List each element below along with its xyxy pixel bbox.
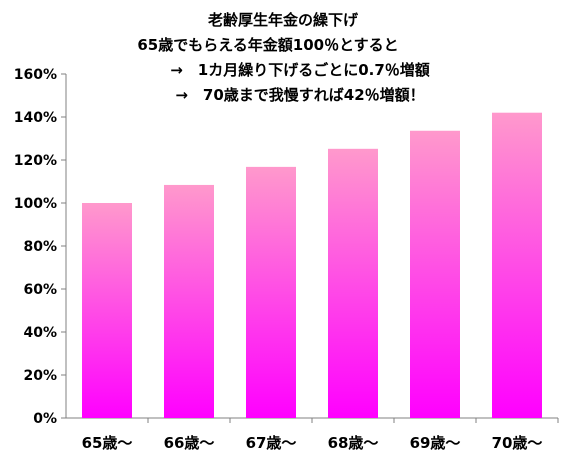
x-axis-category-label: 69歳～ xyxy=(410,434,461,452)
bar xyxy=(82,203,132,418)
y-axis-tick-label: 160% xyxy=(14,67,57,83)
x-axis-category-label: 67歳～ xyxy=(246,434,297,452)
bar xyxy=(246,166,296,418)
y-axis-tick-label: 140% xyxy=(14,110,57,126)
y-axis-tick-label: 80% xyxy=(23,239,57,255)
chart-title-line: → 1カ月繰り下げるごとに0.7％増額 xyxy=(170,61,430,79)
y-axis-tick-label: 40% xyxy=(23,325,57,341)
bar xyxy=(328,148,378,418)
y-axis-tick-label: 120% xyxy=(14,153,57,169)
x-axis-category-label: 68歳～ xyxy=(328,434,379,452)
chart-title: 老齢厚生年金の繰下げ 65歳でもらえる年金額100％とすると → 1カ月繰り下げるご… xyxy=(137,11,429,104)
x-axis-category-labels: 65歳～ 66歳～ 67歳～ 68歳～ 69歳～ 70歳～ xyxy=(82,434,543,452)
chart-axes xyxy=(61,73,559,423)
chart-title-line: 老齢厚生年金の繰下げ xyxy=(207,11,359,29)
chart-title-line: 65歳でもらえる年金額100％とすると xyxy=(137,36,398,54)
y-axis-tick-label: 100% xyxy=(14,196,57,212)
y-axis-tick-label: 20% xyxy=(23,368,57,384)
x-axis-category-label: 65歳～ xyxy=(82,434,133,452)
y-axis-tick-label: 60% xyxy=(23,282,57,298)
bar xyxy=(164,184,214,418)
chart-title-line: → 70歳まで我慢すれば42％増額！ xyxy=(175,86,424,104)
x-axis-category-label: 66歳～ xyxy=(164,434,215,452)
x-axis-category-label: 70歳～ xyxy=(492,434,543,452)
y-axis-tick-labels: 0% 20% 40% 60% 80% 100% 120% 140% 160% xyxy=(14,67,57,427)
bar xyxy=(492,112,542,418)
y-axis-tick-label: 0% xyxy=(33,411,57,427)
bar xyxy=(410,130,460,418)
chart-bars xyxy=(82,112,542,418)
